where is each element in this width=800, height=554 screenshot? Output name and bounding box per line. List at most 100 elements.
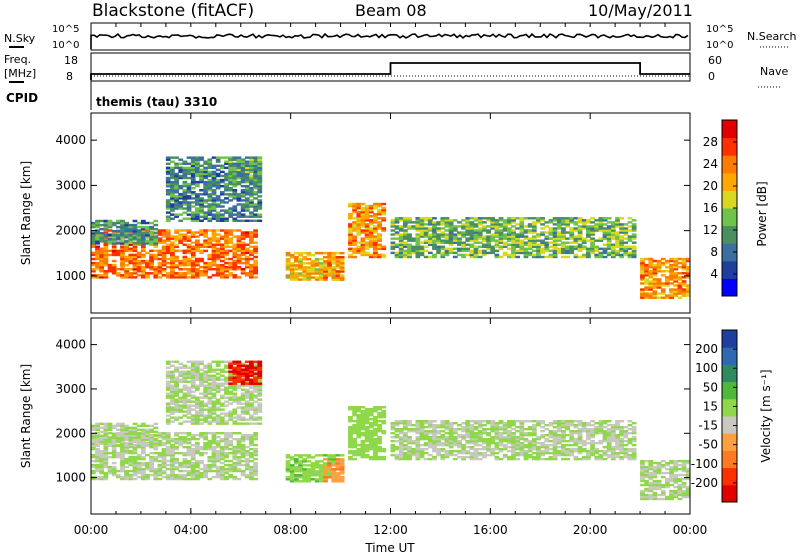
velocity-cell [482,439,487,443]
power-cell [486,247,491,251]
power-cell [174,195,179,198]
power-cell [486,237,491,240]
velocity-cell [111,455,117,459]
power-cell [606,235,612,238]
velocity-cell [132,463,138,467]
velocity-cell [249,374,254,377]
power-cell [228,215,234,218]
power-cell [523,247,529,251]
power-cell [665,259,670,263]
power-cell [203,245,209,249]
power-cell [211,253,217,257]
velocity-cell [190,404,196,407]
velocity-cell [364,427,370,431]
power-cell [182,201,188,204]
velocity-cell [415,437,421,441]
power-cell [186,176,192,180]
velocity-cell [124,449,130,453]
power-cell [207,253,213,257]
velocity-cell [407,451,412,455]
velocity-cell [219,471,225,475]
velocity-cell [236,455,242,459]
velocity-cell [432,431,437,435]
velocity-cell [165,382,171,385]
velocity-cell [186,465,192,469]
velocity-cell [165,376,171,379]
velocity-cell [253,443,258,447]
power-cell [145,229,150,232]
power-cell [652,274,658,277]
power-cell [211,263,217,267]
velocity-cell [103,426,109,430]
velocity-cell [302,468,308,471]
power-cell [120,251,125,255]
velocity-cell [111,432,117,436]
velocity-cell [224,364,229,367]
power-cell [577,243,583,246]
velocity-cell [203,376,209,379]
power-cell [452,247,458,251]
power-cell [631,251,637,255]
velocity-cell [457,433,462,437]
velocity-cell [136,432,142,436]
power-cell [415,249,421,253]
velocity-cell [407,455,412,459]
power-cell [677,290,683,293]
power-cell [178,197,184,200]
velocity-cell [257,416,263,419]
velocity-cell [465,435,471,439]
velocity-cell [170,380,175,383]
power-cell [186,231,192,234]
power-cell [548,231,554,234]
power-cell [327,274,333,277]
power-cell [203,176,209,180]
power-cell [673,274,679,277]
power-cell [224,270,229,273]
power-cell [111,247,117,251]
velocity-cell [352,437,357,441]
power-cell [228,211,234,214]
velocity-cell [157,435,163,439]
velocity-cell [165,370,171,373]
velocity-cell [232,386,238,389]
power-cell [569,233,575,236]
power-cell [120,219,125,223]
power-cell [257,162,263,165]
power-cell [523,241,529,244]
power-cell [685,265,690,269]
velocity-cell [91,477,96,481]
velocity-cell [415,425,421,429]
velocity-cell [149,445,154,449]
velocity-cell [190,416,196,419]
velocity-cell [120,461,125,465]
velocity-cell [211,370,217,373]
power-cell [240,172,246,176]
power-cell [540,243,546,246]
power-cell [190,267,196,271]
power-cell [594,245,600,249]
power-cell [390,223,396,226]
velocity-cell [190,433,196,437]
power-cell [224,239,229,242]
velocity-cell [111,444,117,447]
power-cell [652,280,658,283]
power-cell [368,237,374,240]
velocity-cell [170,467,175,471]
power-cell [356,213,362,216]
power-cell [95,219,100,223]
power-cell [502,251,508,255]
velocity-cell [249,473,254,477]
velocity-cell [323,462,328,465]
velocity-cell [207,376,213,379]
velocity-cell [368,447,374,451]
power-cell [411,245,417,249]
velocity-cell [394,429,400,433]
power-cell [124,229,130,233]
power-cell [652,292,658,295]
power-cell [140,234,146,237]
velocity-cell [289,464,295,467]
power-cell [306,268,312,271]
velocity-cell [157,471,163,475]
velocity-cell [165,388,171,391]
velocity-cell [224,396,229,399]
